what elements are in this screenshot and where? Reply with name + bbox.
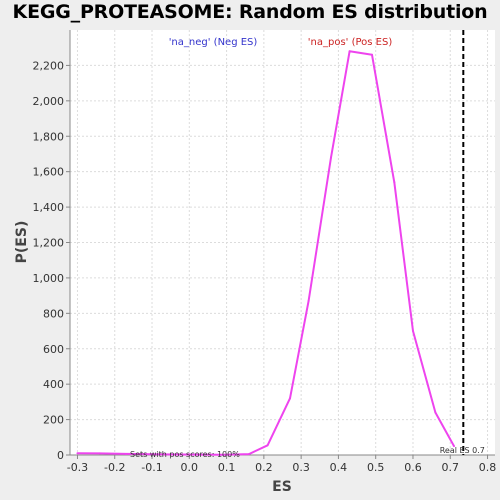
y-tick-label: 1,400: [33, 201, 65, 214]
real-es-label: Real ES 0.7: [440, 446, 485, 455]
x-axis-label: ES: [272, 479, 292, 495]
series-line: [77, 50, 455, 456]
x-tick-label: 0.7: [442, 461, 460, 474]
x-tick-label: 0.3: [292, 461, 310, 474]
y-tick-label: 600: [43, 343, 64, 356]
y-tick-label: 1,000: [33, 272, 65, 285]
series-point: [393, 181, 396, 184]
x-tick-label: -0.2: [104, 461, 125, 474]
x-tick-label: 0.4: [330, 461, 348, 474]
y-tick-label: 0: [57, 449, 64, 462]
series-point: [370, 53, 373, 56]
y-axis-label: P(ES): [14, 221, 30, 264]
y-tick-label: 400: [43, 378, 64, 391]
x-tick-label: -0.1: [141, 461, 162, 474]
axis-layer: -0.3 -0.2 -0.1 0.0 0.1 0.2 0.3 0.4 0.5 0.6 0.7 0.8 0…: [33, 30, 497, 474]
series-point: [151, 453, 154, 456]
series-point: [124, 452, 127, 455]
y-tick-label: 1,200: [33, 237, 65, 250]
annotation-text: Sets with pos scores: 100%: [130, 450, 240, 459]
series-point: [221, 453, 224, 456]
series-point: [434, 411, 437, 414]
series-point: [199, 453, 202, 456]
legend-entry: 'na_pos' (Pos ES): [308, 37, 393, 48]
series-point: [329, 156, 332, 159]
x-tick-label: 0.6: [404, 461, 422, 474]
x-tick-label: -0.3: [67, 461, 88, 474]
series-point: [173, 453, 176, 456]
series-point: [247, 453, 250, 456]
series-point: [452, 445, 455, 448]
series-point: [307, 299, 310, 302]
y-tick-label: 2,000: [33, 95, 65, 108]
legend-entry: 'na_neg' (Neg ES): [169, 37, 258, 48]
x-tick-label: 0.8: [479, 461, 497, 474]
legend-layer: 'na_neg' (Neg ES) 'na_pos' (Pos ES): [169, 37, 393, 48]
series-layer: [76, 50, 455, 456]
y-tick-label: 200: [43, 414, 64, 427]
y-tick-label: 2,200: [33, 59, 65, 72]
y-tick-label: 1,600: [33, 166, 65, 179]
vline-layer: Real ES 0.7: [440, 30, 485, 455]
y-tick-label: 1,800: [33, 130, 65, 143]
series-point: [288, 397, 291, 400]
series-point: [98, 452, 101, 455]
series-point: [348, 50, 351, 53]
series-point: [411, 330, 414, 333]
series-point: [76, 452, 79, 455]
chart-title: KEGG_PROTEASOME: Random ES distribution: [12, 1, 488, 23]
x-tick-label: 0.2: [255, 461, 273, 474]
x-tick-label: 0.0: [181, 461, 199, 474]
series-point: [266, 444, 269, 447]
y-tick-label: 800: [43, 307, 64, 320]
x-tick-label: 0.5: [367, 461, 385, 474]
x-tick-label: 0.1: [218, 461, 236, 474]
